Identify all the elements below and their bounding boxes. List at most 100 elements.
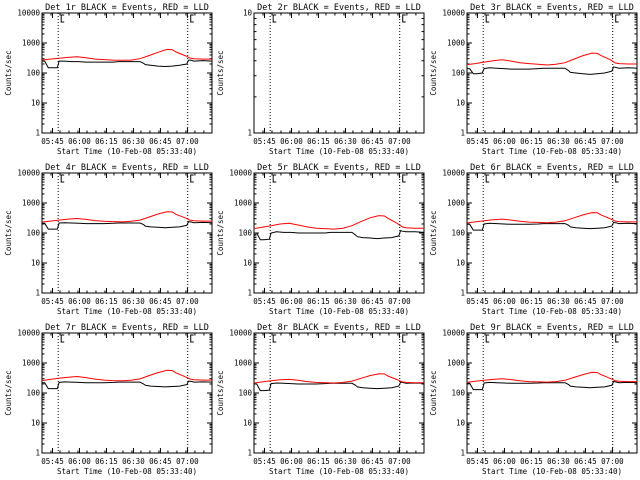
x-axis-label: Start Time (10-Feb-08 05:33:40) (269, 467, 409, 476)
gap-marker-bracket (615, 334, 619, 343)
detector-panel-5: Det 5r BLACK = Events, RED = LLD Counts/s… (216, 163, 425, 316)
y-tick-label: 1000 (234, 359, 253, 368)
detector-panel-4: Det 4r BLACK = Events, RED = LLD Counts/s… (4, 163, 213, 316)
series-line-events (42, 221, 213, 230)
x-tick-label: 06:00 (280, 297, 303, 306)
y-tick-label: 100 (451, 229, 465, 238)
x-tick-label: 06:30 (334, 297, 357, 306)
series-line-lld (253, 373, 424, 384)
x-tick-label: 06:30 (122, 297, 145, 306)
x-tick-label: 06:00 (493, 457, 516, 466)
series-line-events (254, 381, 425, 392)
x-tick-label: 07:00 (601, 457, 624, 466)
detector-panel-7: Det 7r BLACK = Events, RED = LLD Counts/s… (4, 323, 213, 476)
chart-title: Det 1r BLACK = Events, RED = LLD (45, 3, 209, 13)
y-axis-label: Counts/sec (429, 50, 438, 95)
detector-panel-1: Det 1r BLACK = Events, RED = LLD Counts/s… (4, 3, 213, 156)
y-tick-label: 100 (238, 229, 252, 238)
x-tick-label: 07:00 (388, 137, 411, 146)
x-tick-label: 05:45 (41, 457, 64, 466)
x-tick-label: 06:15 (520, 297, 543, 306)
detector-panel-9: Det 9r BLACK = Events, RED = LLD Counts/s… (429, 323, 638, 476)
x-tick-label: 05:45 (466, 297, 489, 306)
y-tick-label: 1 (460, 289, 465, 298)
y-tick-label: 1 (460, 449, 465, 458)
series-line-lld (466, 52, 637, 66)
y-axis-label: Counts/sec (429, 210, 438, 255)
x-tick-label: 07:00 (176, 137, 199, 146)
y-tick-label: 1000 (447, 199, 466, 208)
gap-marker-bracket (272, 334, 277, 343)
x-tick-label: 06:15 (95, 457, 118, 466)
plot-frame (466, 332, 638, 454)
y-tick-label: 1 (247, 129, 252, 138)
x-axis-label: Start Time (10-Feb-08 05:33:40) (482, 307, 622, 316)
series-line-lld (41, 48, 212, 61)
plot-frame (253, 332, 425, 454)
y-axis-label: Counts/sec (216, 210, 225, 255)
x-tick-label: 06:30 (547, 457, 570, 466)
plot-frame (41, 12, 213, 134)
x-tick-label: 06:15 (307, 297, 330, 306)
y-tick-label: 1000 (447, 359, 466, 368)
y-tick-label: 1 (247, 449, 252, 458)
x-tick-label: 07:00 (388, 457, 411, 466)
x-tick-label: 06:30 (547, 137, 570, 146)
chart-title: Det 4r BLACK = Events, RED = LLD (45, 163, 209, 173)
y-axis-label: Counts/sec (429, 370, 438, 415)
x-tick-label: 06:00 (68, 137, 91, 146)
x-tick-label: 06:00 (493, 297, 516, 306)
x-tick-label: 06:30 (334, 457, 357, 466)
gap-marker-bracket (402, 14, 406, 23)
x-axis-label: Start Time (10-Feb-08 05:33:40) (57, 467, 197, 476)
gap-marker-bracket (190, 174, 194, 183)
y-tick-label: 100 (451, 69, 465, 78)
gap-marker-bracket (485, 334, 490, 343)
x-axis-label: Start Time (10-Feb-08 05:33:40) (57, 307, 197, 316)
y-axis-label: Counts/sec (216, 50, 225, 95)
chart-title: Det 3r BLACK = Events, RED = LLD (470, 3, 634, 13)
series-line-events (254, 229, 425, 241)
x-tick-label: 06:45 (361, 457, 384, 466)
y-axis-label: Counts/sec (4, 370, 13, 415)
x-tick-label: 06:45 (361, 297, 384, 306)
x-tick-label: 06:45 (149, 137, 172, 146)
detector-panel-2: Det 2r BLACK = Events, RED = LLD Counts/s… (216, 3, 425, 156)
x-tick-label: 06:15 (307, 137, 330, 146)
x-tick-label: 06:30 (122, 137, 145, 146)
y-tick-label: 10 (243, 9, 253, 18)
y-tick-label: 10 (31, 99, 41, 108)
x-tick-label: 06:45 (361, 137, 384, 146)
x-tick-label: 06:45 (574, 137, 597, 146)
x-tick-label: 06:45 (574, 457, 597, 466)
gap-marker-bracket (190, 14, 194, 23)
x-tick-label: 06:15 (520, 457, 543, 466)
x-axis-label: Start Time (10-Feb-08 05:33:40) (269, 147, 409, 156)
y-tick-label: 10000 (442, 169, 465, 178)
plot-frame (253, 172, 425, 294)
y-tick-label: 100 (451, 389, 465, 398)
y-tick-label: 100 (238, 389, 252, 398)
gap-marker-bracket (402, 174, 406, 183)
x-tick-label: 05:45 (253, 297, 276, 306)
y-tick-label: 1 (247, 289, 252, 298)
x-tick-label: 05:45 (466, 137, 489, 146)
y-tick-label: 10 (243, 259, 253, 268)
gap-marker-bracket (485, 14, 490, 23)
gap-marker-bracket (402, 334, 406, 343)
x-tick-label: 06:15 (520, 137, 543, 146)
gap-marker-bracket (60, 174, 65, 183)
y-tick-label: 10000 (17, 9, 40, 18)
plot-frame (41, 332, 213, 454)
x-tick-label: 06:15 (95, 297, 118, 306)
gap-marker-bracket (615, 174, 619, 183)
plot-frame (466, 172, 638, 294)
x-axis-label: Start Time (10-Feb-08 05:33:40) (482, 147, 622, 156)
series-line-events (42, 380, 213, 390)
y-tick-label: 100 (26, 389, 40, 398)
series-line-lld (253, 215, 424, 230)
series-line-events (467, 221, 638, 231)
x-tick-label: 06:30 (122, 457, 145, 466)
y-tick-label: 1 (460, 129, 465, 138)
gap-marker-bracket (272, 14, 277, 23)
